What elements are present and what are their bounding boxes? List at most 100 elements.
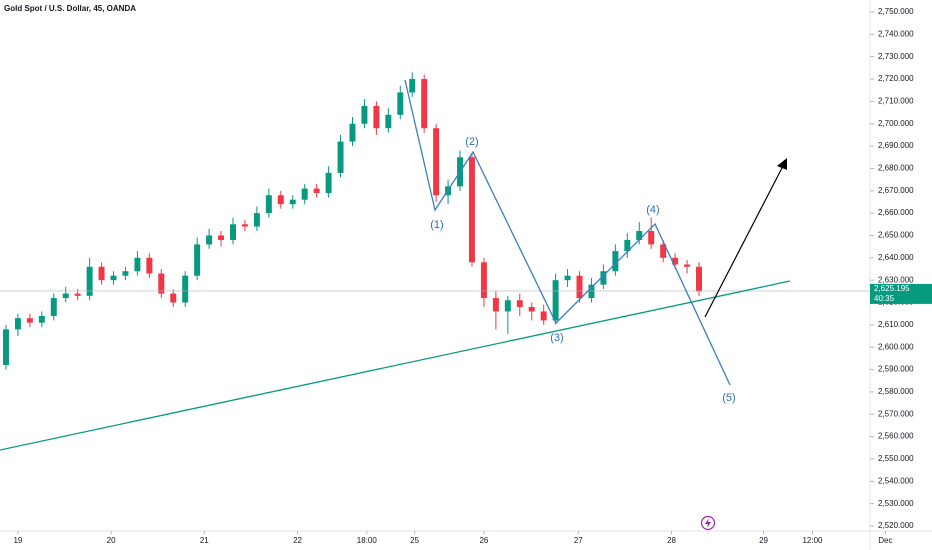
- candle-body: [648, 231, 655, 245]
- y-tick-label: 2,690.000: [878, 141, 914, 150]
- y-tick-label: 2,590.000: [878, 365, 914, 374]
- candle-body: [26, 318, 33, 323]
- candle-body: [516, 300, 523, 307]
- x-tick-label: 26: [479, 536, 488, 545]
- candle-body: [230, 224, 236, 240]
- candle-body: [361, 105, 368, 124]
- y-tick-label: 2,530.000: [878, 499, 914, 508]
- y-tick-label: 2,560.000: [878, 432, 914, 441]
- candle-body: [2, 329, 9, 366]
- candle-body: [576, 275, 583, 299]
- candle-body: [158, 273, 165, 294]
- candle-body: [636, 231, 643, 240]
- x-tick-label: 18:00: [357, 536, 378, 545]
- candle-body: [468, 157, 475, 263]
- y-tick-label: 2,680.000: [878, 164, 914, 173]
- price-tag: [870, 283, 932, 304]
- wave-path: [404, 79, 731, 386]
- candle-body: [552, 280, 559, 321]
- arrow-line: [704, 165, 784, 318]
- x-tick-label: Dec: [878, 536, 892, 545]
- y-tick-label: 2,650.000: [878, 231, 914, 240]
- y-tick-label: 2,670.000: [878, 186, 914, 195]
- wave-label: (1): [430, 219, 443, 231]
- x-tick-label: 28: [667, 536, 676, 545]
- candle-body: [253, 213, 260, 227]
- candle-body: [289, 199, 296, 205]
- candle-body: [504, 300, 511, 312]
- chart-title: Gold Spot / U.S. Dollar, 45, OANDA: [4, 4, 136, 13]
- candle-body: [122, 271, 129, 276]
- x-tick-label: 25: [410, 536, 419, 545]
- candle-body: [684, 264, 691, 267]
- candle-body: [74, 293, 81, 296]
- wave-label: (3): [550, 332, 563, 344]
- x-tick-label: 27: [574, 536, 583, 545]
- candle-body: [50, 298, 57, 316]
- event-icon-bolt: [705, 518, 711, 528]
- candle-body: [206, 235, 213, 245]
- candle-body: [397, 92, 404, 115]
- candle-body: [421, 79, 428, 129]
- arrow-head: [777, 158, 787, 170]
- x-tick-label: 22: [293, 536, 302, 545]
- candle-body: [624, 239, 631, 252]
- candle-body: [182, 275, 189, 303]
- candle-body: [696, 266, 702, 292]
- candle-body: [385, 114, 392, 129]
- candle-body: [600, 271, 607, 285]
- y-tick-label: 2,630.000: [878, 275, 914, 284]
- price-tag-value: 2,625.195: [874, 284, 910, 293]
- candle-body: [146, 257, 153, 274]
- candle-body: [588, 284, 595, 299]
- candle-body: [540, 311, 547, 321]
- candle-body: [301, 188, 308, 200]
- candle-body: [170, 293, 177, 303]
- candle-body: [14, 318, 21, 330]
- y-tick-label: 2,710.000: [878, 97, 914, 106]
- candle-body: [241, 224, 248, 227]
- event-icon[interactable]: [700, 515, 716, 531]
- x-tick-label: 20: [107, 536, 116, 545]
- candle-body: [313, 188, 320, 194]
- candle-body: [38, 315, 45, 323]
- candle-body: [433, 128, 440, 196]
- y-tick-label: 2,660.000: [878, 208, 914, 217]
- y-tick-label: 2,600.000: [878, 342, 914, 351]
- candle-body: [564, 275, 571, 281]
- candle-body: [277, 195, 284, 205]
- price-tag-countdown: 40:35: [874, 294, 895, 303]
- y-tick-label: 2,750.000: [878, 7, 914, 16]
- candle-body: [265, 195, 272, 214]
- wave-label: (4): [646, 204, 659, 216]
- candle-body: [110, 275, 117, 281]
- y-tick-label: 2,730.000: [878, 52, 914, 61]
- x-tick-label: 21: [200, 536, 209, 545]
- x-tick-label: 12:00: [802, 536, 823, 545]
- y-tick-label: 2,740.000: [878, 29, 914, 38]
- candle-body: [98, 266, 105, 281]
- y-tick-label: 2,700.000: [878, 119, 914, 128]
- y-tick-label: 2,570.000: [878, 409, 914, 418]
- candle-body: [134, 257, 141, 272]
- y-tick-label: 2,580.000: [878, 387, 914, 396]
- candle-body: [672, 257, 679, 265]
- candle-body: [325, 172, 332, 194]
- candle-body: [612, 251, 619, 272]
- candle-body: [194, 244, 201, 276]
- trend-line: [0, 280, 791, 451]
- candle-body: [409, 79, 416, 93]
- x-tick-label: 29: [759, 536, 768, 545]
- x-tick-label: 19: [13, 536, 22, 545]
- candle-body: [373, 105, 380, 129]
- candle-body: [62, 293, 69, 299]
- y-tick-label: 2,550.000: [878, 454, 914, 463]
- candle-body: [660, 244, 667, 258]
- candle-body: [86, 266, 93, 296]
- candle-body: [349, 123, 356, 142]
- y-tick-label: 2,720.000: [878, 74, 914, 83]
- y-tick-label: 2,540.000: [878, 476, 914, 485]
- y-tick-label: 2,640.000: [878, 253, 914, 262]
